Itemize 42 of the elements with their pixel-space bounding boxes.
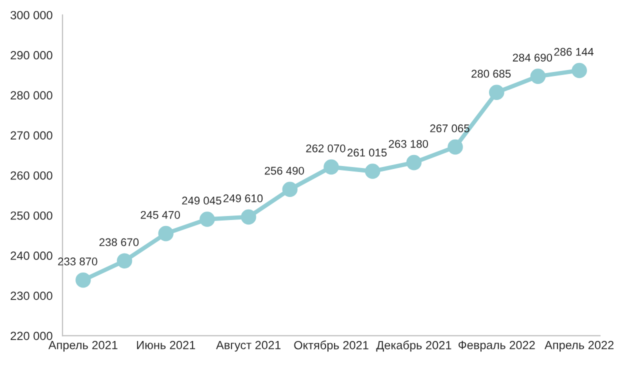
point — [572, 62, 587, 78]
data-label: 280 685 — [472, 70, 511, 78]
x-tick-label: Декабрь 2021 — [376, 340, 452, 352]
data-label: 249 045 — [182, 196, 222, 205]
y-tick-label: 250 000 — [10, 211, 52, 220]
x-tick-label: Октябрь 2021 — [294, 340, 368, 352]
point — [488, 84, 504, 100]
y-tick-label: 290 000 — [10, 51, 52, 60]
data-label: 256 490 — [264, 166, 304, 175]
x-tick-label: Апрель 2022 — [544, 340, 614, 352]
point — [200, 212, 215, 227]
y-tick-label: 220 000 — [10, 332, 52, 340]
data-label: 286 144 — [554, 48, 594, 56]
data-label: 267 065 — [430, 124, 470, 132]
y-tick-label: 240 000 — [10, 252, 52, 260]
x-tick-label: Июнь 2021 — [137, 340, 196, 350]
y-tick-label: 280 000 — [10, 91, 52, 100]
data-label: 284 690 — [512, 54, 552, 62]
point — [406, 154, 422, 170]
data-label: 245 470 — [140, 211, 180, 219]
point — [116, 253, 132, 268]
x-tick-label: Февраль 2022 — [458, 340, 535, 352]
data-label: 262 070 — [306, 144, 346, 152]
data-label: 249 610 — [223, 194, 263, 202]
point — [240, 209, 256, 225]
data-label: 238 670 — [99, 238, 139, 246]
x-tick-label: Апрель 2021 — [48, 340, 118, 352]
point — [282, 182, 298, 198]
data-label: 263 180 — [388, 140, 428, 148]
x-tick-label: Август 2021 — [216, 340, 281, 352]
y-tick-label: 260 000 — [10, 171, 52, 180]
data-label: 261 015 — [348, 148, 387, 157]
point — [530, 68, 546, 84]
y-tick-label: 270 000 — [10, 131, 52, 140]
point — [364, 164, 380, 179]
y-tick-label: 230 000 — [10, 292, 52, 300]
point — [76, 272, 91, 288]
y-tick-label: 300 000 — [10, 10, 52, 20]
point — [324, 159, 339, 175]
point — [158, 226, 174, 242]
data-label: 233 870 — [58, 258, 98, 266]
point — [448, 139, 463, 155]
